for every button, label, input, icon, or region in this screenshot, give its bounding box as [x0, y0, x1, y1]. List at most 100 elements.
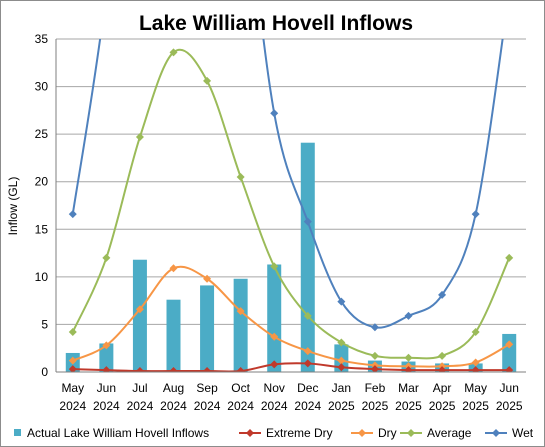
x-tick-month: May: [61, 381, 84, 395]
series-point: [370, 351, 379, 360]
y-tick-label: 5: [41, 317, 48, 331]
series-point: [303, 217, 312, 226]
series-point: [471, 328, 480, 337]
series-point: [337, 363, 346, 372]
series-point: [471, 366, 480, 372]
series-point: [438, 351, 447, 360]
bar-series: [65, 142, 517, 372]
x-tick-year: 2024: [194, 399, 221, 413]
x-axis-ticks: May 2024 Jun 2024 Jul 2024 Aug 2024 Sep 2024 Oct 20…: [59, 381, 522, 413]
series-point: [102, 366, 111, 372]
bar: [502, 333, 517, 372]
bar: [132, 259, 147, 372]
axes: [55, 39, 526, 373]
y-tick-label: 15: [35, 222, 49, 236]
x-tick-month: Jun: [500, 381, 519, 395]
x-tick-year: 2024: [93, 399, 120, 413]
series-point: [303, 311, 312, 320]
x-tick-year: 2024: [160, 399, 187, 413]
series-point: [270, 109, 279, 118]
series-point: [270, 262, 279, 271]
series-point: [169, 264, 178, 273]
x-tick-year: 2024: [59, 399, 86, 413]
x-tick-year: 2025: [328, 399, 355, 413]
series-point: [68, 328, 77, 337]
x-tick-month: Jul: [132, 381, 147, 395]
legend-label: Average: [427, 426, 472, 440]
series-point: [270, 332, 279, 341]
legend-marker: [407, 429, 415, 437]
y-axis-ticks: 0 5 10 15 20 25 30 35: [35, 32, 49, 379]
bar: [233, 278, 248, 372]
series-point: [370, 365, 379, 372]
x-tick-month: Nov: [264, 381, 285, 395]
series-point: [169, 48, 178, 57]
bar: [300, 142, 315, 372]
y-tick-label: 25: [35, 127, 49, 141]
x-tick-month: May: [464, 381, 487, 395]
x-tick-year: 2025: [496, 399, 523, 413]
y-tick-label: 30: [35, 80, 49, 94]
series-point: [404, 366, 413, 372]
y-axis-title: Inflow (GL): [6, 177, 20, 236]
series-point: [203, 367, 212, 372]
series-point: [203, 274, 212, 283]
series-point: [303, 347, 312, 356]
x-tick-year: 2025: [362, 399, 389, 413]
series-point: [337, 297, 346, 306]
legend-marker: [246, 429, 254, 437]
bar: [267, 264, 282, 372]
x-tick-month: Feb: [365, 381, 386, 395]
legend-label: Wet: [512, 426, 534, 440]
x-tick-month: Sep: [196, 381, 218, 395]
series-line-wet: [71, 39, 504, 329]
legend: Actual Lake William Hovell Inflows Extrem…: [14, 426, 534, 440]
series-point: [68, 365, 77, 372]
series-point: [203, 76, 212, 85]
series-point: [236, 307, 245, 316]
series-point: [505, 340, 514, 349]
series-point: [303, 359, 312, 368]
legend-label: Actual Lake William Hovell Inflows: [27, 426, 209, 440]
series-point: [68, 210, 77, 219]
series-point: [471, 210, 480, 219]
legend-label: Extreme Dry: [266, 426, 333, 440]
series-point: [102, 341, 111, 350]
series-point: [505, 253, 514, 262]
legend-swatch: [14, 429, 21, 436]
chart-title: Lake William Hovell Inflows: [139, 12, 413, 35]
bar: [99, 343, 114, 372]
x-tick-month: Apr: [433, 381, 452, 395]
x-tick-year: 2024: [227, 399, 254, 413]
x-tick-month: Jan: [332, 381, 351, 395]
series-point: [337, 356, 346, 365]
series-point: [135, 305, 144, 314]
series-point: [404, 311, 413, 320]
series-point: [102, 253, 111, 262]
series-point: [135, 367, 144, 372]
series-point: [438, 290, 447, 299]
series-point: [337, 338, 346, 347]
legend-marker: [492, 429, 500, 437]
series-point: [135, 132, 144, 141]
series-point: [404, 353, 413, 362]
series-point: [68, 356, 77, 365]
series-point: [370, 323, 379, 332]
x-tick-year: 2025: [429, 399, 456, 413]
bar: [166, 299, 181, 372]
x-tick-month: Mar: [398, 381, 419, 395]
series-point: [236, 172, 245, 181]
legend-marker: [358, 429, 366, 437]
bar: [200, 285, 215, 372]
series-point: [471, 358, 480, 367]
y-tick-label: 20: [35, 175, 49, 189]
x-tick-year: 2025: [395, 399, 422, 413]
series-point: [169, 367, 178, 372]
x-tick-month: Jun: [97, 381, 116, 395]
x-tick-year: 2025: [462, 399, 489, 413]
series-point: [236, 367, 245, 372]
x-tick-year: 2024: [294, 399, 321, 413]
line-series: [68, 39, 514, 372]
x-tick-year: 2024: [127, 399, 154, 413]
